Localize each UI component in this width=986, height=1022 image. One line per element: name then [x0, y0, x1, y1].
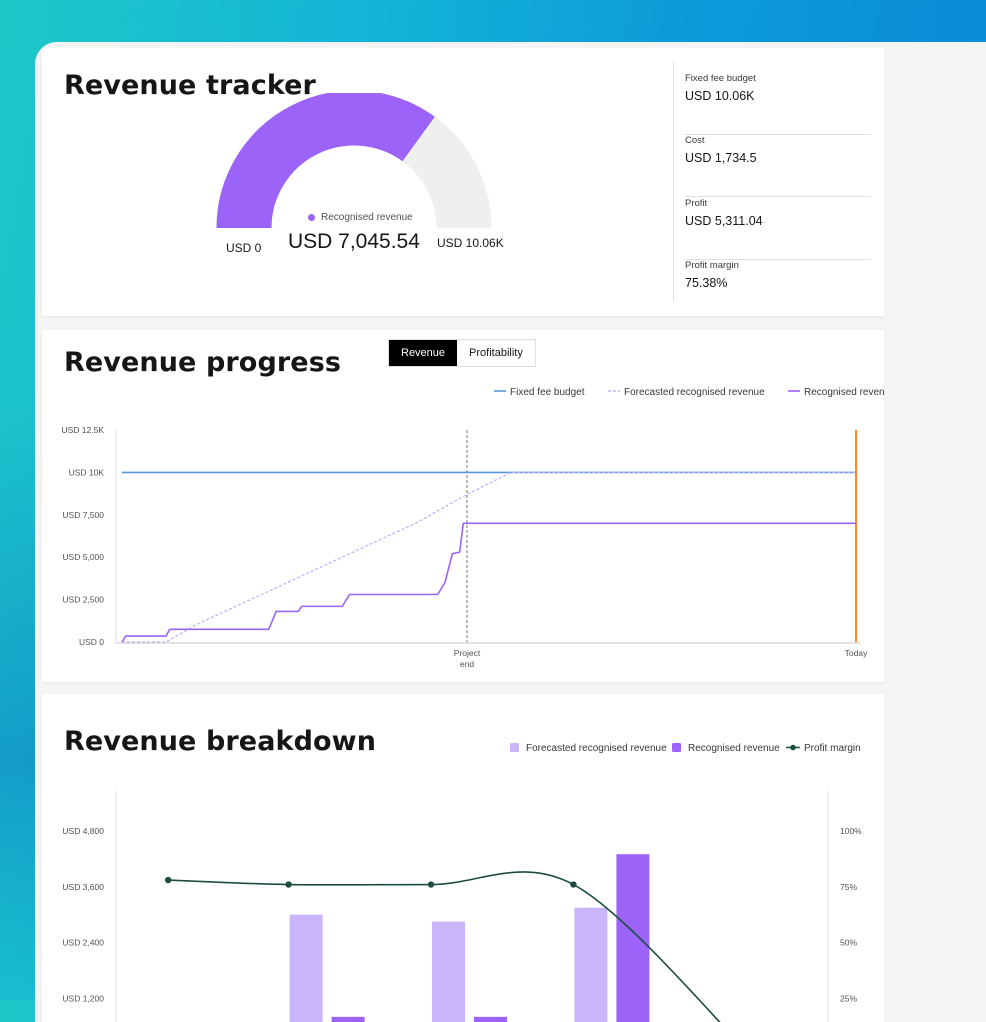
stat-value: USD 1,734.5 [685, 151, 757, 165]
stat-profit-margin: Profit margin 75.38% [685, 260, 871, 322]
stat-divider [685, 196, 871, 197]
revenue-progress-chart: Fixed fee budget Forecasted recognised re… [61, 387, 884, 669]
y2-tick-label: 50% [840, 938, 857, 948]
profit-margin-point [285, 881, 292, 888]
bar [616, 854, 650, 1022]
stat-label: Profit [685, 198, 708, 209]
x-marker-label: Today [845, 648, 868, 658]
revenue-tracker-card: Revenue tracker Recognised revenue USD 0… [42, 48, 884, 316]
profit-margin-point [570, 881, 577, 888]
legend-swatch-dot [790, 744, 796, 751]
card-title-revenue-progress: Revenue progress [64, 347, 342, 378]
legend-swatch [510, 743, 519, 752]
dashboard-panel: Revenue tracker Recognised revenue USD 0… [35, 42, 986, 1022]
legend-label: Recognised revenue [804, 387, 884, 398]
legend-label: Profit margin [804, 743, 861, 754]
legend-swatch [672, 743, 681, 752]
gauge-legend: Recognised revenue [308, 212, 413, 223]
gauge-max-label: USD 10.06K [437, 236, 504, 250]
stat-fixed-fee-budget: Fixed fee budget USD 10.06K [685, 73, 871, 135]
series-line-forecasted-recognised-revenue [122, 471, 856, 643]
x-marker-label: Project [454, 648, 481, 658]
revenue-breakdown-chart: Forecasted recognised revenue Recognised … [62, 743, 862, 1022]
bar [474, 1016, 507, 1022]
stats-divider [673, 62, 674, 302]
revenue-progress-card: Revenue progress Revenue Profitability F… [42, 330, 884, 682]
bar [574, 907, 608, 1022]
chart-view-toggle: Revenue Profitability [388, 339, 536, 367]
card-title-revenue-breakdown: Revenue breakdown [64, 726, 377, 757]
stat-label: Cost [685, 135, 705, 146]
revenue-breakdown-card: Revenue breakdown Forecasted recognised … [42, 694, 884, 1022]
y-tick-label: USD 5,000 [62, 552, 104, 562]
legend-label: Fixed fee budget [510, 387, 585, 398]
profit-margin-point [427, 881, 435, 888]
y-tick-label: USD 4,800 [62, 826, 104, 836]
y-tick-label: USD 7,500 [62, 510, 104, 520]
y-tick-label: USD 2,400 [62, 938, 104, 948]
y-tick-label: USD 0 [79, 637, 104, 647]
y-tick-label: USD 3,600 [62, 882, 104, 892]
tab-revenue[interactable]: Revenue [389, 340, 458, 366]
card-title-revenue-tracker: Revenue tracker [64, 70, 316, 101]
y-tick-label: USD 12.5K [61, 425, 104, 435]
gauge-legend-label: Recognised revenue [321, 212, 413, 223]
legend-label: Forecasted recognised revenue [526, 743, 667, 754]
y2-tick-label: 25% [840, 993, 857, 1003]
gauge-value: USD 7,045.54 [288, 230, 420, 253]
stat-value: USD 10.06K [685, 89, 755, 103]
profit-margin-line [168, 871, 721, 1022]
stat-cost: Cost USD 1,734.5 [685, 135, 871, 197]
gauge-min-label: USD 0 [226, 241, 262, 255]
gauge-fill [216, 93, 435, 229]
bar [289, 914, 323, 1022]
y-tick-label: USD 2,500 [62, 595, 104, 605]
x-marker-label: end [460, 659, 474, 669]
y2-tick-label: 100% [840, 826, 862, 836]
legend-label: Forecasted recognised revenue [624, 387, 765, 398]
gauge-legend-swatch [308, 214, 315, 221]
stat-divider [685, 259, 871, 260]
y-tick-label: USD 1,200 [62, 993, 104, 1003]
y2-tick-label: 75% [840, 882, 857, 892]
bar [331, 1016, 365, 1022]
bar [432, 921, 465, 1022]
stat-profit: Profit USD 5,311.04 [685, 198, 871, 260]
stat-label: Fixed fee budget [685, 73, 756, 84]
revenue-gauge [216, 93, 492, 229]
legend-label: Recognised revenue [688, 743, 780, 754]
stat-value: USD 5,311.04 [685, 214, 763, 228]
stat-divider [685, 134, 871, 135]
y-tick-label: USD 10K [69, 467, 105, 477]
stat-label: Profit margin [685, 260, 739, 271]
series-line-recognised-revenue [121, 522, 856, 643]
profit-margin-point [165, 876, 172, 884]
tab-profitability[interactable]: Profitability [457, 340, 535, 366]
stat-value: 75.38% [685, 276, 728, 290]
